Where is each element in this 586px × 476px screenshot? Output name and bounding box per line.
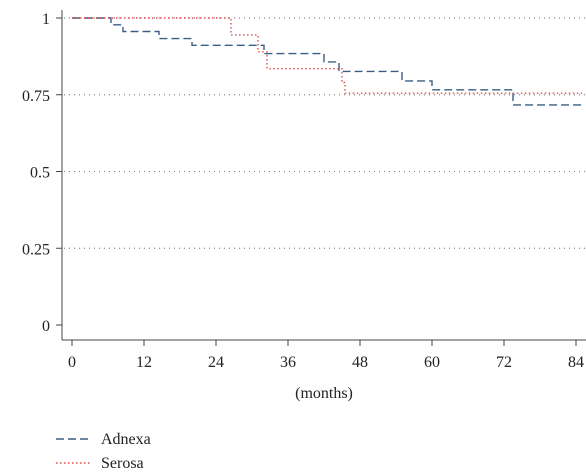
x-tick-label: 48 (352, 354, 368, 371)
series-line-adnexa (72, 17, 582, 106)
x-tick-label: 60 (424, 354, 440, 371)
axis-ticks: 0 0.25 0.5 0.75 1 0 12 24 36 48 60 72 84 (22, 11, 584, 371)
x-tick-label: 12 (136, 354, 152, 371)
legend-label-adnexa: Adnexa (101, 431, 151, 448)
series-lines (72, 17, 582, 106)
y-tick-label: 0 (42, 318, 50, 335)
series-line-serosa (72, 17, 582, 94)
x-axis-label: (months) (295, 385, 353, 402)
y-tick-label: 1 (42, 11, 50, 28)
x-tick-label: 36 (280, 354, 296, 371)
y-tick-label: 0.25 (22, 241, 50, 258)
gridlines (64, 17, 586, 249)
x-tick-label: 0 (68, 354, 76, 371)
legend: Adnexa Serosa (56, 431, 151, 472)
y-tick-label: 0.5 (30, 165, 50, 182)
x-tick-label: 72 (496, 354, 512, 371)
x-tick-label: 24 (208, 354, 224, 371)
legend-label-serosa: Serosa (101, 455, 144, 472)
x-tick-label: 84 (568, 354, 584, 371)
y-tick-label: 0.75 (22, 88, 50, 105)
